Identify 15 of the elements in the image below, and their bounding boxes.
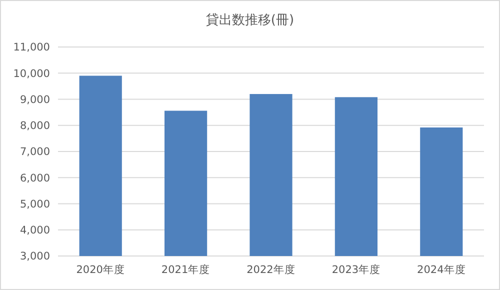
y-tick-label: 8,000 — [20, 120, 50, 132]
x-tick-label: 2024年度 — [417, 263, 466, 276]
y-tick-label: 11,000 — [13, 42, 50, 54]
x-tick-label: 2021年度 — [161, 263, 210, 276]
y-tick-label: 9,000 — [20, 94, 50, 106]
y-tick-label: 10,000 — [13, 68, 50, 80]
y-tick-label: 4,000 — [20, 224, 50, 237]
x-tick-label: 2022年度 — [246, 263, 296, 276]
chart-title: 貸出数推移(冊) — [206, 13, 294, 28]
y-tick-label: 7,000 — [20, 146, 50, 158]
y-tick-label: 6,000 — [20, 172, 50, 184]
x-tick-label: 2020年度 — [76, 263, 125, 276]
y-tick-label: 5,000 — [20, 198, 50, 210]
x-tick-label: 2023年度 — [332, 263, 381, 276]
y-tick-label: 3,000 — [20, 250, 50, 263]
